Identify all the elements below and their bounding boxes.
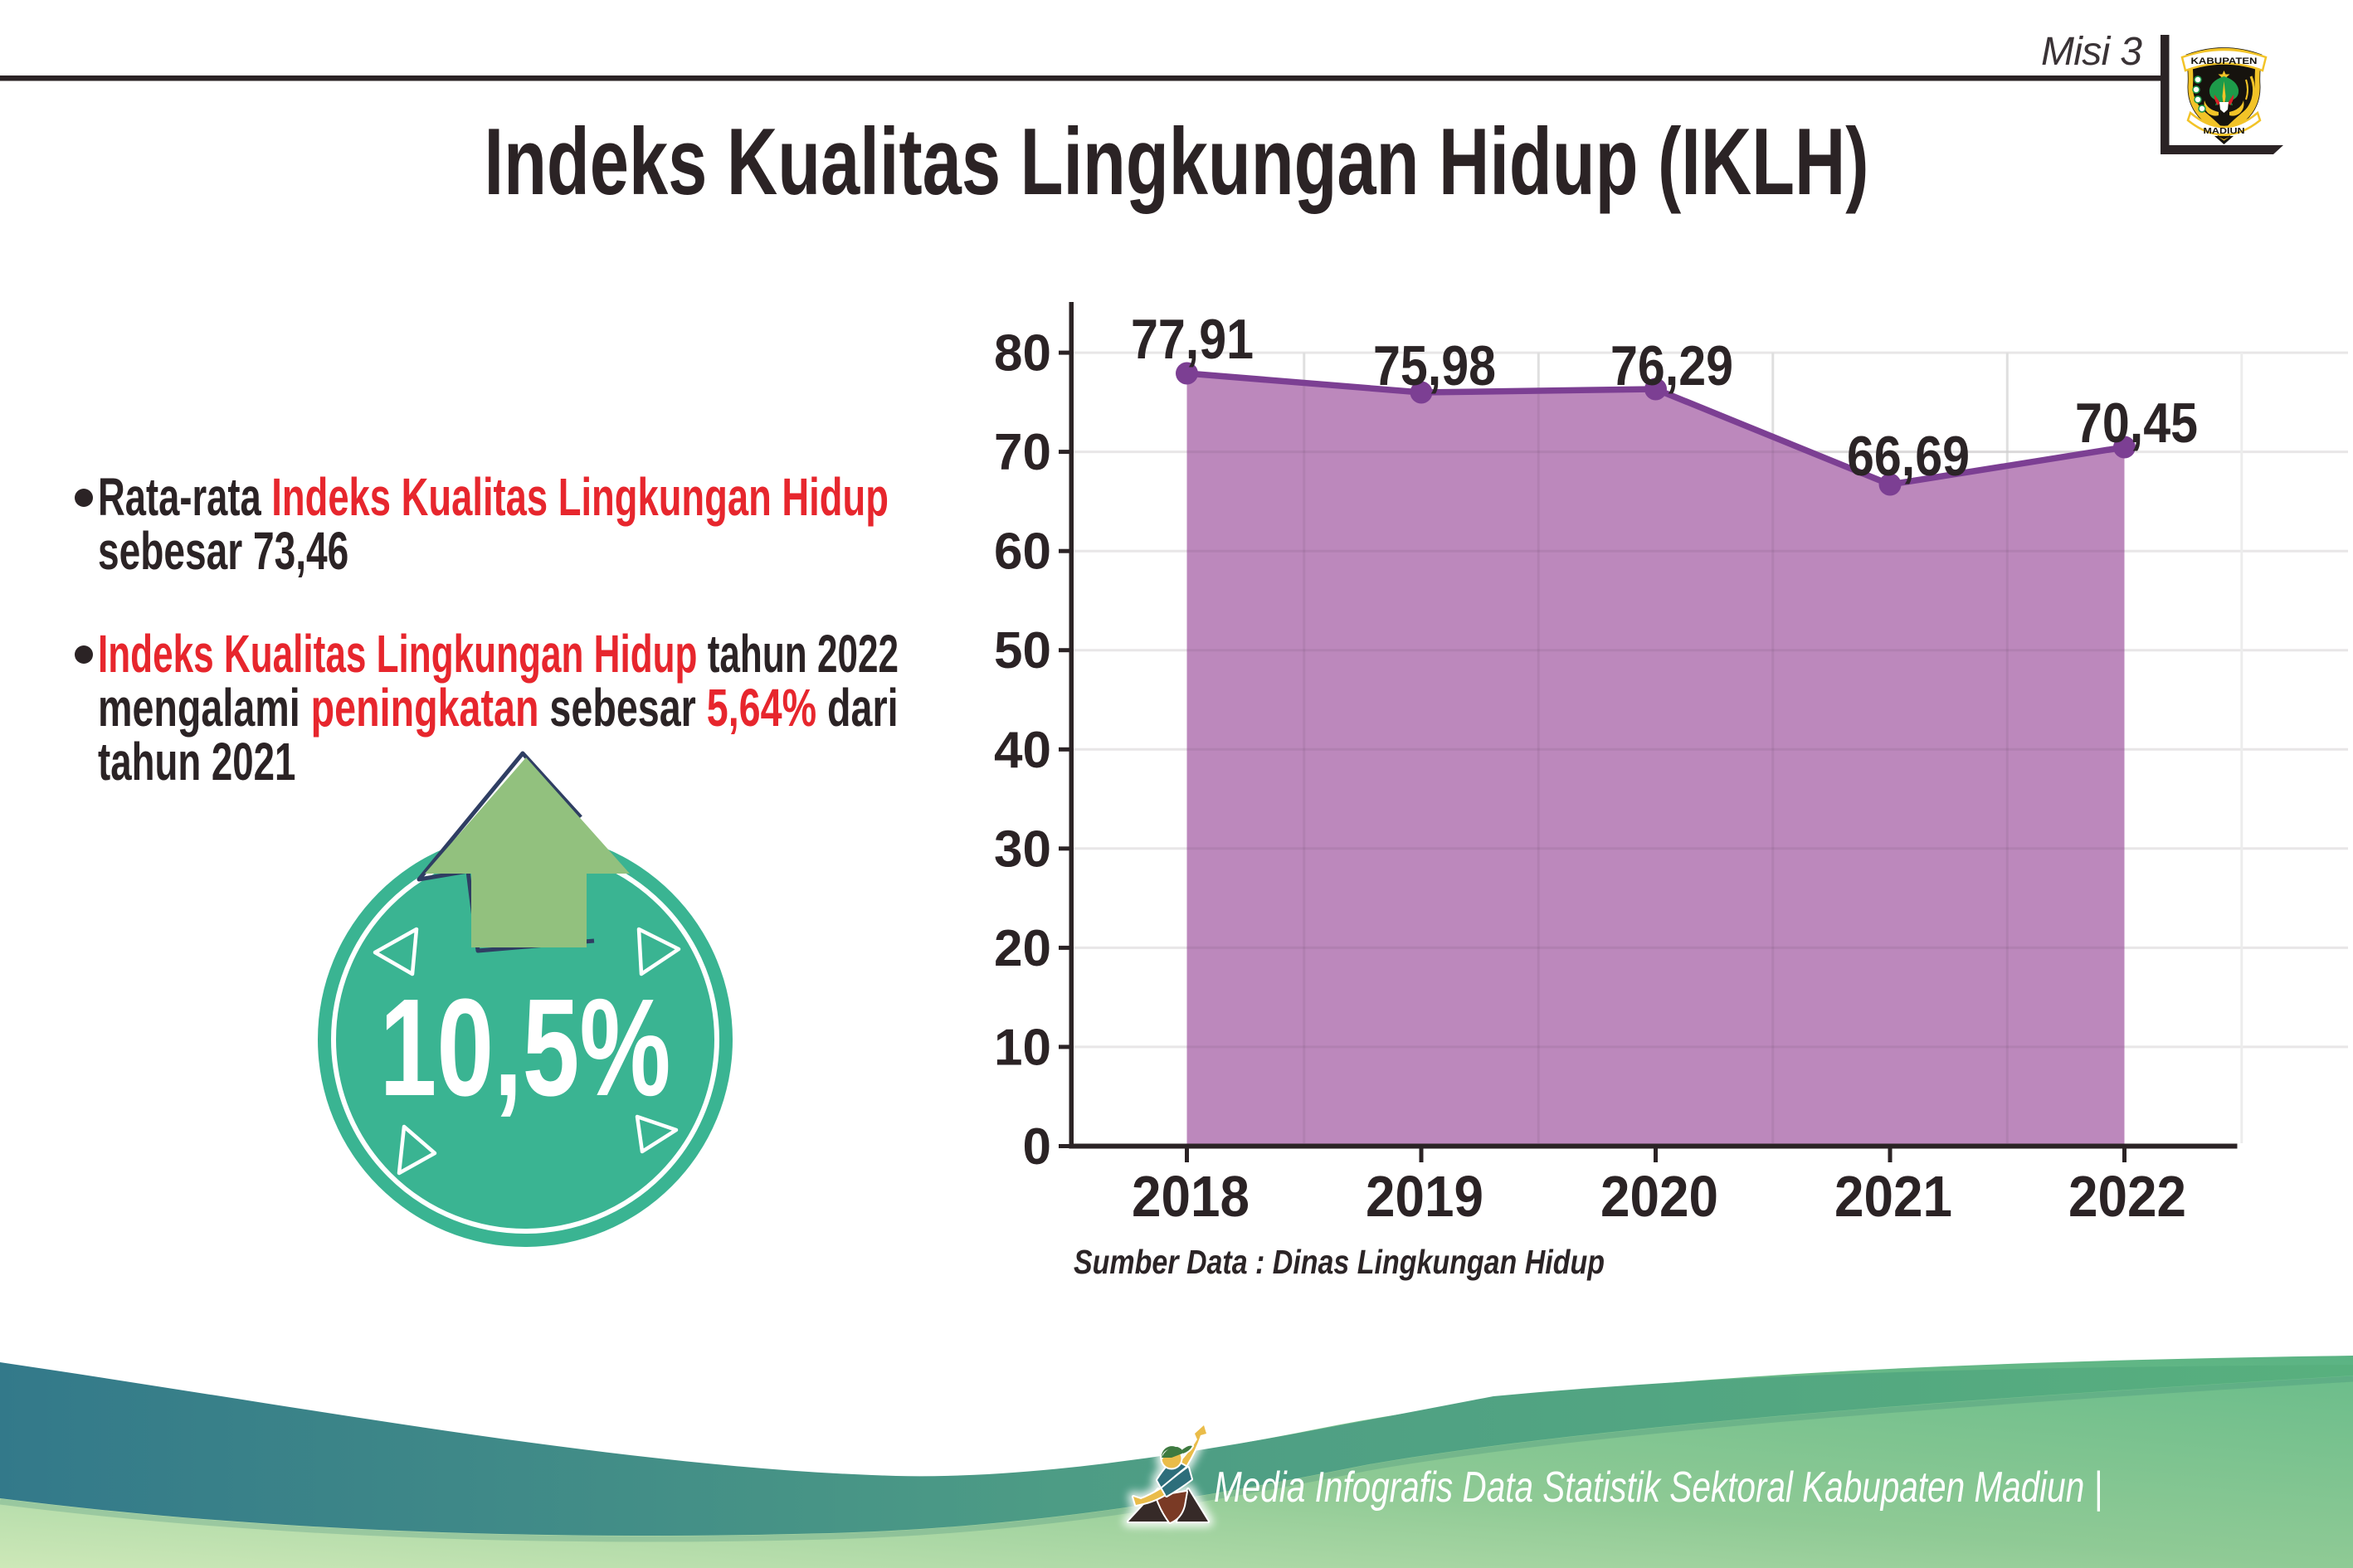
svg-text:2018: 2018 <box>1132 1164 1250 1229</box>
svg-text:mengalami peningkatan sebesar: mengalami peningkatan sebesar 5,64% dari <box>98 678 899 738</box>
svg-text:60: 60 <box>994 523 1051 581</box>
svg-text:66,69: 66,69 <box>1847 425 1970 488</box>
svg-text:77,91: 77,91 <box>1131 308 1254 371</box>
svg-text:tahun 2021: tahun 2021 <box>98 732 295 791</box>
svg-text:Indeks Kualitas Lingkungan Hid: Indeks Kualitas Lingkungan Hidup tahun 2… <box>98 624 899 684</box>
svg-text:10: 10 <box>994 1019 1051 1076</box>
svg-text:Misi 3: Misi 3 <box>2041 30 2142 74</box>
svg-text:76,29: 76,29 <box>1610 334 1733 397</box>
svg-text:30: 30 <box>994 821 1051 878</box>
svg-text:70: 70 <box>994 424 1051 481</box>
svg-text:2021: 2021 <box>1834 1164 1952 1229</box>
svg-text:75,98: 75,98 <box>1373 334 1496 397</box>
svg-text:KABUPATEN: KABUPATEN <box>2191 56 2258 66</box>
svg-text:Sumber Data : Dinas Lingkungan: Sumber Data : Dinas Lingkungan Hidup <box>1074 1243 1605 1281</box>
svg-text:2022: 2022 <box>2068 1164 2186 1229</box>
svg-text:2019: 2019 <box>1366 1164 1483 1229</box>
svg-text:80: 80 <box>994 325 1051 382</box>
svg-text:MADIUN: MADIUN <box>2204 127 2245 136</box>
svg-text:10,5%: 10,5% <box>380 971 671 1125</box>
svg-text:40: 40 <box>994 722 1051 779</box>
svg-text:2020: 2020 <box>1600 1164 1718 1229</box>
svg-text:70,45: 70,45 <box>2075 392 2198 455</box>
svg-text:Indeks Kualitas Lingkungan Hid: Indeks Kualitas Lingkungan Hidup (IKLH) <box>485 110 1869 215</box>
svg-text:sebesar 73,46: sebesar 73,46 <box>98 522 348 581</box>
svg-text:50: 50 <box>994 622 1051 679</box>
svg-text:20: 20 <box>994 920 1051 977</box>
svg-text:0: 0 <box>1023 1118 1051 1176</box>
svg-text:Media Infografis Data Statisti: Media Infografis Data Statistik Sektoral… <box>1214 1463 2102 1512</box>
svg-text:Rata-rata Indeks Kualitas Ling: Rata-rata Indeks Kualitas Lingkungan Hid… <box>98 467 889 527</box>
